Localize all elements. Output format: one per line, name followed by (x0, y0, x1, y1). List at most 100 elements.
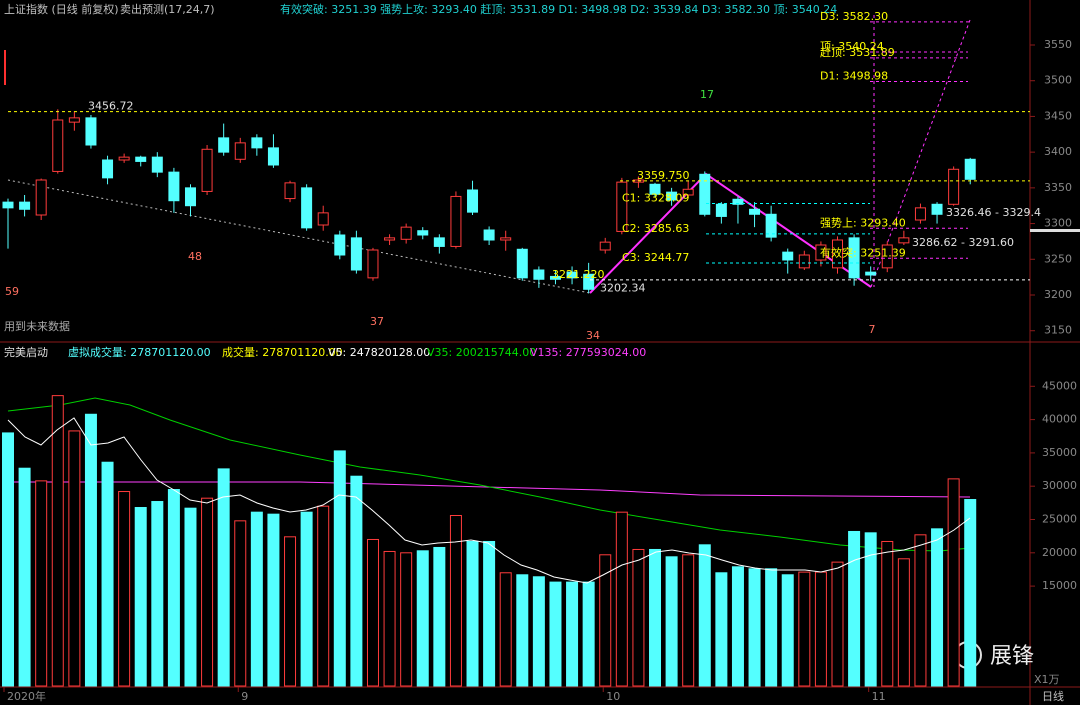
level-label: 有效突: 3251.39 (820, 245, 906, 259)
volume-bar (2, 432, 14, 687)
candle-body (400, 226, 412, 240)
x-tick-label: 10 (606, 690, 620, 703)
y-tick-label: 35000 (1042, 446, 1077, 459)
volume-bar (798, 571, 811, 687)
level-label: C2: 3285.63 (622, 222, 689, 235)
price-marker (1030, 229, 1080, 232)
volume-bar (101, 461, 114, 687)
candle-body (168, 171, 180, 202)
candle-body (35, 179, 47, 216)
candle-body (102, 159, 114, 179)
candle-body (52, 119, 64, 172)
volume-bar (118, 491, 131, 687)
x-tick-label: 9 (241, 690, 248, 703)
volume-bar (267, 513, 280, 687)
y-tick-label: 20000 (1042, 546, 1077, 559)
count-label: 17 (700, 88, 714, 101)
volume-bar (814, 571, 827, 687)
volume-bar (582, 581, 595, 687)
level-label: 顶: 3540.24 (820, 40, 884, 53)
level-label: 3456.72 (88, 100, 134, 113)
volume-bar (516, 574, 529, 687)
level-label: 强势上: 3293.40 (820, 216, 906, 229)
volume-bar (201, 497, 214, 687)
legend-entry: 成交量: 278701120.00 (222, 345, 343, 359)
indicator-values: 有效突破: 3251.39 强势上攻: 3293.40 赶顶: 3531.89 … (280, 2, 837, 16)
candle-body (881, 244, 893, 269)
candle-body (649, 183, 661, 195)
candle-body (317, 212, 329, 226)
y-tick-label: 3250 (1044, 252, 1072, 265)
volume-bar (566, 581, 579, 687)
period: 日线 (1042, 689, 1064, 703)
volume-bar (615, 511, 628, 687)
level-label: 3359.750 (637, 169, 690, 182)
volume-bar (781, 574, 794, 687)
ma-v135 (8, 481, 971, 498)
volume-bar (848, 530, 861, 687)
marks: 3150 3200 3250 3300 3350 3400 3450 3500 3550 1500… (2, 10, 1077, 703)
candle-body (765, 213, 777, 238)
volume-bar (715, 572, 728, 687)
level-label: C1: 3328.09 (622, 192, 689, 205)
candle-body (798, 254, 810, 269)
candle-body (384, 237, 396, 241)
volume-bar (466, 540, 479, 687)
volume-bar (84, 413, 97, 687)
volume-bar (881, 540, 894, 687)
volume-bar (649, 548, 662, 687)
volume-bar (599, 554, 612, 687)
volume-bar (483, 540, 496, 687)
count-label: 48 (188, 250, 202, 263)
level-label: D1: 3498.98 (820, 69, 888, 82)
candle-body (417, 230, 429, 236)
level-label: D3: 3582.30 (820, 10, 888, 23)
volume-bar (167, 489, 180, 687)
legend-entry: V35: 200215744.00 (427, 346, 536, 359)
candle-body (184, 187, 196, 207)
volume-bar (964, 499, 977, 687)
volume-bar (250, 511, 263, 687)
ma-v35 (7, 397, 971, 552)
volume-title: 完美启动 (4, 345, 48, 359)
candle-body (201, 148, 213, 192)
volume-bar (51, 395, 64, 687)
candle-body (251, 137, 263, 149)
legend-entry: V5: 247820128.00 (328, 346, 430, 359)
volume-bar (897, 558, 910, 687)
volume-bar (549, 581, 562, 687)
candle-body (964, 158, 976, 180)
y-tick-label: 40000 (1042, 413, 1077, 426)
volume-bar (184, 507, 197, 687)
candle-body (749, 208, 761, 215)
candle-body (832, 239, 843, 269)
trend-line (7, 179, 591, 294)
volume-bar (748, 568, 761, 687)
candle-body (914, 207, 926, 221)
x-tick-label: 11 (872, 690, 886, 703)
volume-bar (433, 546, 446, 687)
volume-bar (947, 478, 960, 687)
note: 用到未来数据 (4, 319, 70, 333)
candle-body (467, 189, 479, 213)
candle-body (234, 142, 246, 160)
candle-body (2, 201, 14, 209)
volume-bar (914, 534, 927, 687)
candle-body (334, 234, 346, 256)
level-label: 赶顶: 3531.89 (820, 45, 895, 59)
candle-body (549, 275, 561, 280)
candle-body (666, 191, 678, 201)
volume-bar (416, 550, 429, 687)
y-tick-label: 3150 (1044, 324, 1072, 337)
candle-body (135, 156, 147, 162)
candle-body (500, 237, 512, 241)
legend-entry: V135: 277593024.00 (530, 346, 646, 359)
candle-body (616, 181, 628, 232)
volume-bar (682, 554, 695, 687)
level-label: C3: 3244.77 (622, 251, 689, 264)
volume-bar (400, 552, 413, 687)
volume-bar (632, 548, 645, 687)
volume-bar (234, 520, 247, 687)
volume-bar (864, 532, 877, 687)
candle-body (533, 269, 545, 280)
